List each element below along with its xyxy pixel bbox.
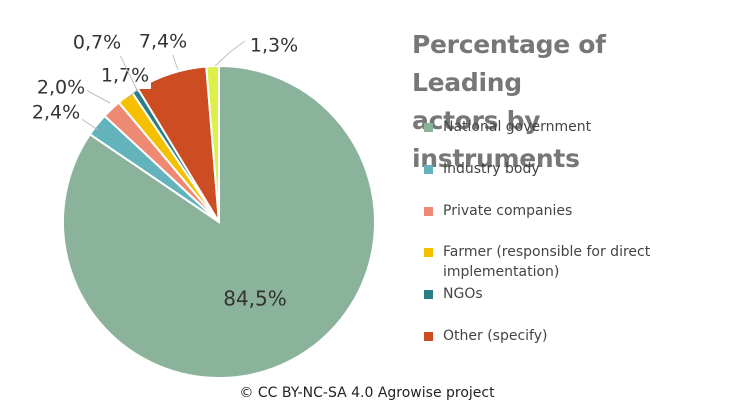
data-label-background [35, 75, 87, 101]
data-label-background [71, 30, 123, 56]
chart-title-line-1: Percentage of Leading [412, 30, 606, 97]
legend-swatch [424, 290, 433, 299]
data-label: 1,7% [101, 65, 149, 87]
legend-label: Farmer (responsible for direct implement… [443, 244, 651, 280]
pie-slices [62, 64, 376, 379]
chart-title-line-2: actors by instruments [412, 106, 580, 173]
legend-swatch [424, 165, 433, 174]
legend-swatch [424, 332, 433, 341]
legend-swatch [424, 123, 433, 132]
data-label: 2,4% [32, 102, 80, 124]
legend-label: Other (specify) [443, 328, 548, 344]
data-label: 1,3% [250, 35, 298, 57]
data-label-background [30, 100, 82, 126]
data-label: 2,0% [37, 77, 85, 99]
data-label: 7,4% [139, 31, 187, 53]
copyright-footer: © CC BY-NC-SA 4.0 Agrowise project [239, 385, 495, 401]
leader-line [214, 40, 246, 67]
pie-slice-national-government [62, 64, 376, 379]
legend-label: National government [443, 119, 592, 135]
data-label-background [137, 29, 189, 55]
legend-swatch [424, 207, 433, 216]
legend-label: Private companies [443, 203, 573, 219]
pie-slice-unlabeled [205, 64, 220, 223]
data-label: 0,7% [73, 32, 121, 54]
data-labels: 84,5% 2,4% 2,0% 1,7% 0,7% 7,4% 1,3% [30, 29, 300, 311]
legend-label: Industry body [443, 161, 540, 177]
chart-title: Percentage of Leading actors by instrume… [412, 26, 712, 178]
data-label-background [248, 33, 300, 59]
leader-line [85, 89, 111, 104]
data-label: 84,5% [223, 287, 287, 311]
data-label-background [99, 63, 151, 89]
legend-swatch [424, 248, 433, 257]
legend-label: NGOs [443, 286, 483, 302]
leader-line [79, 117, 99, 131]
